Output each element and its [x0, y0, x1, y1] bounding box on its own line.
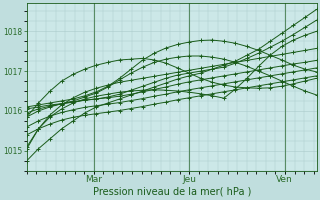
X-axis label: Pression niveau de la mer( hPa ): Pression niveau de la mer( hPa ): [92, 187, 251, 197]
